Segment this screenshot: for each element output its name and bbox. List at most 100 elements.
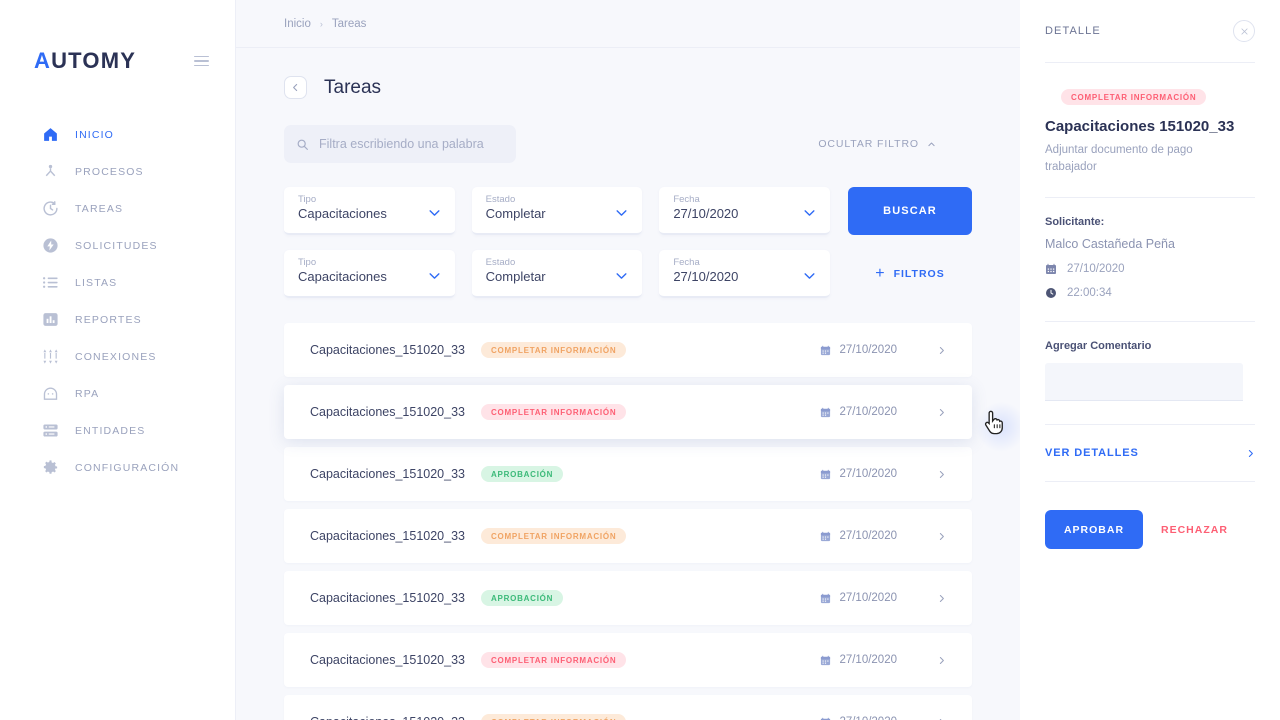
sidebar-nav: INICIO PROCESOS TAREAS SOLICITUDES [0, 116, 235, 486]
hide-filter-label: OCULTAR FILTRO [818, 138, 919, 150]
divider [1045, 424, 1255, 426]
detail-date-row: 27/10/2020 [1045, 263, 1255, 275]
plus-icon: + [875, 265, 886, 282]
filter-label: Tipo [298, 194, 317, 205]
automy-logo[interactable]: A UTOMY [34, 48, 136, 74]
approve-button[interactable]: APROBAR [1045, 510, 1143, 550]
close-detail-button[interactable] [1233, 20, 1255, 42]
task-date-label: 27/10/2020 [839, 716, 897, 720]
divider [1045, 321, 1255, 323]
search-icon [297, 139, 308, 150]
chevron-down-icon [428, 204, 441, 222]
ver-detalles-link[interactable]: VER DETALLES [1045, 447, 1255, 459]
logo-text: UTOMY [51, 48, 137, 73]
filter-value: Completar [485, 269, 546, 284]
chevron-right-icon [939, 408, 944, 416]
task-name: Capacitaciones_151020_33 [310, 343, 465, 357]
task-date: 27/10/2020 [820, 716, 897, 720]
filter-select-estado-2[interactable]: Estado Completar [471, 250, 643, 298]
table-row[interactable]: Capacitaciones_151020_33 COMPLETAR INFOR… [284, 633, 972, 687]
sliders-icon [42, 348, 59, 365]
clock-icon [1046, 288, 1056, 299]
list-icon [42, 274, 59, 291]
sidebar-item-reportes[interactable]: REPORTES [0, 301, 235, 338]
sidebar-item-label: ENTIDADES [75, 424, 146, 437]
sidebar-item-conexiones[interactable]: CONEXIONES [0, 338, 235, 375]
search-input[interactable] [319, 137, 504, 151]
task-name: Capacitaciones_151020_33 [310, 653, 465, 667]
row-open-chevron[interactable] [937, 346, 946, 355]
comment-label: Agregar Comentario [1045, 340, 1152, 353]
task-date: 27/10/2020 [820, 654, 897, 666]
sidebar-item-rpa[interactable]: RPA [0, 375, 235, 412]
comment-textarea[interactable] [1045, 363, 1243, 402]
sidebar-item-label: INICIO [75, 128, 114, 141]
filter-label: Estado [485, 194, 516, 205]
filter-select-fecha-1[interactable]: Fecha 27/10/2020 [659, 187, 830, 235]
sidebar-item-entidades[interactable]: ENTIDADES [0, 412, 235, 449]
add-filters-button[interactable]: + FILTROS [848, 250, 972, 298]
row-open-chevron[interactable] [937, 532, 946, 541]
hide-filter-toggle[interactable]: OCULTAR FILTRO [818, 138, 972, 150]
chevron-down-icon [428, 267, 441, 285]
filter-value: 27/10/2020 [673, 206, 739, 221]
task-list: Capacitaciones_151020_33 COMPLETAR INFOR… [236, 298, 1020, 720]
status-badge: COMPLETAR INFORMACIÓN [481, 404, 627, 420]
sidebar-item-tareas[interactable]: TAREAS [0, 190, 235, 227]
search-button[interactable]: BUSCAR [848, 187, 972, 235]
calendar-icon [821, 345, 831, 355]
table-row[interactable]: Capacitaciones_151020_33 COMPLETAR INFOR… [284, 695, 972, 720]
filter-select-fecha-2[interactable]: Fecha 27/10/2020 [659, 250, 830, 298]
sidebar-item-label: CONFIGURACIÓN [75, 461, 180, 474]
filter-actions: BUSCAR + FILTROS [848, 187, 972, 298]
table-row[interactable]: Capacitaciones_151020_33 APROBACIÓN 27/1… [284, 571, 972, 625]
chevron-right-icon: › [319, 18, 323, 29]
chevron-down-icon [803, 267, 816, 285]
task-date-label: 27/10/2020 [839, 406, 897, 418]
calendar-icon [1046, 264, 1056, 275]
sidebar-item-procesos[interactable]: PROCESOS [0, 153, 235, 190]
table-row[interactable]: Capacitaciones_151020_33 COMPLETAR INFOR… [284, 323, 972, 377]
row-open-chevron[interactable] [937, 408, 946, 417]
status-badge: APROBACIÓN [481, 466, 564, 482]
filter-label: Fecha [673, 257, 700, 268]
back-button[interactable] [284, 76, 307, 99]
sidebar-item-solicitudes[interactable]: SOLICITUDES [0, 227, 235, 264]
breadcrumb-item-inicio[interactable]: Inicio [284, 17, 311, 30]
table-row[interactable]: Capacitaciones_151020_33 COMPLETAR INFOR… [284, 509, 972, 563]
bar-chart-icon [42, 311, 59, 328]
hamburger-icon[interactable] [190, 52, 213, 71]
gear-icon [42, 459, 59, 476]
filter-select-tipo-1[interactable]: Tipo Capacitaciones [284, 187, 455, 235]
ver-detalles-label: VER DETALLES [1045, 447, 1139, 460]
table-row[interactable]: Capacitaciones_151020_33 COMPLETAR INFOR… [284, 385, 972, 439]
chevron-up-icon [928, 142, 935, 146]
row-open-chevron[interactable] [937, 470, 946, 479]
filter-select-estado-1[interactable]: Estado Completar [471, 187, 643, 235]
calendar-icon [821, 531, 831, 541]
filter-select-tipo-2[interactable]: Tipo Capacitaciones [284, 250, 455, 298]
row-open-chevron[interactable] [937, 656, 946, 665]
chevron-down-icon [615, 267, 628, 285]
detail-title: Capacitaciones 151020_33 [1045, 118, 1235, 135]
breadcrumb-item-tareas[interactable]: Tareas [331, 17, 367, 30]
sidebar-item-configuracion[interactable]: CONFIGURACIÓN [0, 449, 235, 486]
search-box[interactable] [284, 125, 516, 163]
task-date: 27/10/2020 [820, 406, 897, 418]
detail-date: 27/10/2020 [1067, 263, 1125, 276]
home-icon [42, 126, 59, 143]
table-row[interactable]: Capacitaciones_151020_33 APROBACIÓN 27/1… [284, 447, 972, 501]
task-name: Capacitaciones_151020_33 [310, 405, 465, 419]
sidebar-item-listas[interactable]: LISTAS [0, 264, 235, 301]
task-date-label: 27/10/2020 [839, 468, 897, 480]
filter-fields: Tipo Capacitaciones Estado Completar Fec… [284, 187, 830, 298]
sidebar-item-inicio[interactable]: INICIO [0, 116, 235, 153]
reject-button[interactable]: RECHAZAR [1161, 523, 1228, 536]
sitemap-icon [42, 163, 59, 180]
requester-name: Malco Castañeda Peña [1045, 237, 1175, 252]
status-badge: COMPLETAR INFORMACIÓN [1061, 89, 1207, 105]
main-content: Inicio › Tareas Tareas OCULTAR FILTRO [235, 0, 1020, 720]
status-badge: COMPLETAR INFORMACIÓN [481, 714, 627, 720]
row-open-chevron[interactable] [937, 594, 946, 603]
